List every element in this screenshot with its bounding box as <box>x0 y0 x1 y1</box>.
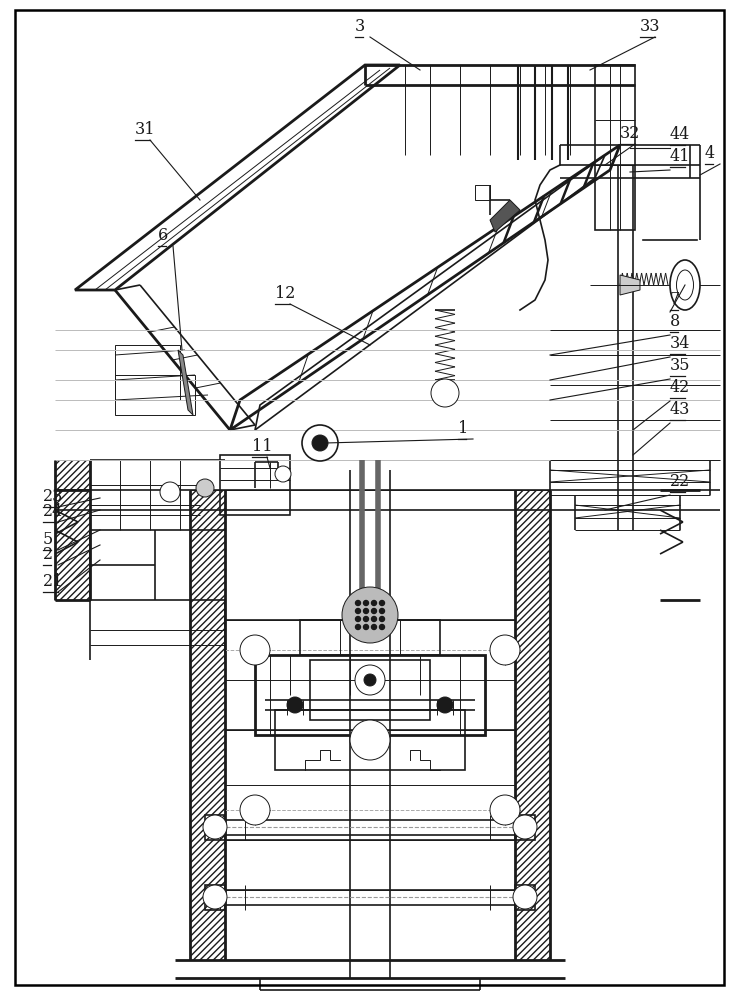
Circle shape <box>372 624 376 630</box>
Circle shape <box>342 587 398 643</box>
Circle shape <box>380 624 384 630</box>
Circle shape <box>287 697 303 713</box>
Text: 5: 5 <box>43 531 53 548</box>
Text: 44: 44 <box>670 126 690 143</box>
Bar <box>190 490 225 960</box>
Bar <box>115 375 195 415</box>
Circle shape <box>355 624 361 630</box>
Bar <box>515 885 535 910</box>
Bar <box>205 815 225 840</box>
Circle shape <box>364 608 369 613</box>
Text: 32: 32 <box>620 125 641 142</box>
Bar <box>515 490 550 960</box>
Circle shape <box>240 795 270 825</box>
Circle shape <box>490 795 520 825</box>
Bar <box>190 490 550 960</box>
Bar <box>515 815 535 840</box>
Circle shape <box>437 697 453 713</box>
Circle shape <box>203 885 227 909</box>
Bar <box>275 710 465 770</box>
Bar <box>255 655 485 735</box>
Ellipse shape <box>676 270 693 300</box>
Bar <box>310 660 430 720</box>
Text: 1: 1 <box>458 420 469 437</box>
Text: 41: 41 <box>670 148 690 165</box>
Circle shape <box>380 600 384 605</box>
Circle shape <box>364 674 376 686</box>
Polygon shape <box>490 200 520 232</box>
Circle shape <box>350 720 390 760</box>
Circle shape <box>355 600 361 605</box>
Text: 31: 31 <box>135 121 155 138</box>
Circle shape <box>160 482 180 502</box>
Text: 23: 23 <box>43 488 64 505</box>
Text: 4: 4 <box>705 145 715 162</box>
Text: 33: 33 <box>640 18 661 35</box>
Bar <box>595 65 635 230</box>
Text: 11: 11 <box>252 438 273 455</box>
Text: 7: 7 <box>670 291 681 308</box>
Circle shape <box>275 466 291 482</box>
Circle shape <box>431 379 459 407</box>
Circle shape <box>355 608 361 613</box>
Circle shape <box>355 616 361 621</box>
Text: 35: 35 <box>670 357 690 374</box>
Circle shape <box>372 616 376 621</box>
Bar <box>220 455 290 515</box>
Text: 21: 21 <box>43 573 64 590</box>
Text: 6: 6 <box>158 227 168 244</box>
Circle shape <box>372 608 376 613</box>
Circle shape <box>364 600 369 605</box>
Circle shape <box>203 815 227 839</box>
Circle shape <box>380 616 384 621</box>
Bar <box>205 885 225 910</box>
Bar <box>300 620 440 655</box>
Circle shape <box>513 815 537 839</box>
Circle shape <box>312 435 328 451</box>
Circle shape <box>372 600 376 605</box>
Text: 8: 8 <box>670 313 681 330</box>
Circle shape <box>302 425 338 461</box>
Circle shape <box>355 665 385 695</box>
Circle shape <box>513 885 537 909</box>
Text: 24: 24 <box>43 503 64 520</box>
Bar <box>115 345 180 400</box>
Text: 22: 22 <box>670 473 690 490</box>
Circle shape <box>364 624 369 630</box>
Circle shape <box>240 635 270 665</box>
Polygon shape <box>178 350 193 415</box>
Circle shape <box>196 479 214 497</box>
Ellipse shape <box>670 260 700 310</box>
Text: 3: 3 <box>355 18 365 35</box>
Text: 43: 43 <box>670 401 690 418</box>
Text: 2: 2 <box>43 546 53 563</box>
Bar <box>55 460 90 600</box>
Circle shape <box>490 635 520 665</box>
Polygon shape <box>620 275 640 295</box>
Text: 12: 12 <box>275 285 296 302</box>
Circle shape <box>364 616 369 621</box>
Text: 34: 34 <box>670 335 690 352</box>
Circle shape <box>380 608 384 613</box>
Text: 42: 42 <box>670 379 690 396</box>
